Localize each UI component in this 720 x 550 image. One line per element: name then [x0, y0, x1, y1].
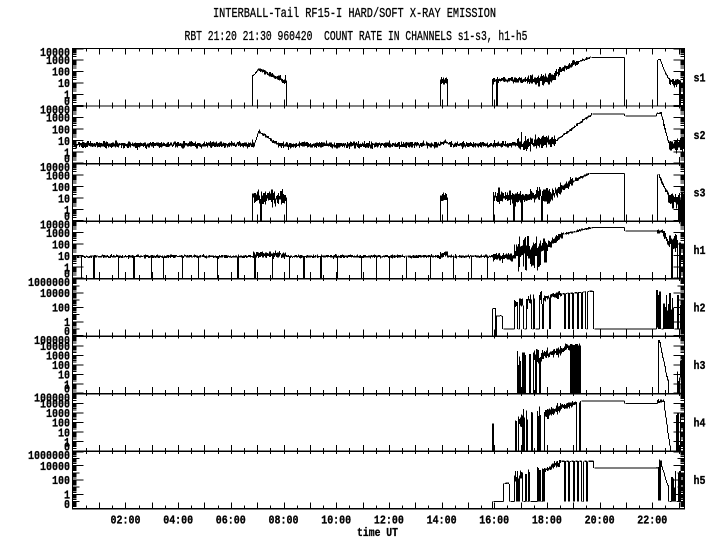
svg-text:0: 0 — [64, 95, 70, 109]
svg-text:10: 10 — [58, 135, 70, 149]
svg-text:100: 100 — [52, 474, 70, 488]
svg-text:10: 10 — [58, 77, 70, 91]
svg-text:1000000: 1000000 — [28, 449, 70, 463]
svg-text:100: 100 — [52, 417, 70, 431]
svg-text:1000: 1000 — [46, 54, 70, 68]
svg-text:10: 10 — [58, 192, 70, 206]
svg-text:100: 100 — [52, 123, 70, 137]
svg-text:0: 0 — [64, 498, 70, 512]
svg-text:100000: 100000 — [34, 391, 70, 405]
svg-text:1000000: 1000000 — [28, 276, 70, 290]
svg-text:h2: h2 — [694, 302, 706, 316]
svg-text:1000: 1000 — [46, 350, 70, 364]
svg-text:10000: 10000 — [40, 398, 70, 412]
svg-text:10000: 10000 — [40, 46, 70, 60]
svg-text:h5: h5 — [694, 474, 706, 488]
svg-text:s3: s3 — [694, 187, 706, 201]
svg-text:RBT 21:20 21:30 960420 COUNT: RBT 21:20 21:30 960420 COUNT RATE IN CHA… — [185, 29, 528, 45]
svg-text:h4: h4 — [694, 417, 706, 431]
svg-text:1000: 1000 — [46, 227, 70, 241]
svg-text:s1: s1 — [694, 72, 706, 86]
svg-text:20:00: 20:00 — [585, 514, 615, 528]
svg-text:1000: 1000 — [46, 169, 70, 183]
svg-text:10000: 10000 — [40, 161, 70, 175]
svg-text:10:00: 10:00 — [321, 514, 351, 528]
svg-text:s2: s2 — [694, 129, 706, 143]
svg-text:1000: 1000 — [46, 112, 70, 126]
svg-text:100: 100 — [52, 359, 70, 373]
svg-text:1: 1 — [64, 378, 70, 392]
svg-text:h3: h3 — [694, 359, 706, 373]
svg-text:h1: h1 — [694, 244, 706, 258]
svg-text:10: 10 — [58, 426, 70, 440]
svg-text:02:00: 02:00 — [111, 514, 141, 528]
svg-text:0: 0 — [64, 440, 70, 454]
svg-text:16:00: 16:00 — [479, 514, 509, 528]
svg-text:100: 100 — [52, 302, 70, 316]
svg-text:0: 0 — [64, 268, 70, 282]
svg-text:10000: 10000 — [40, 460, 70, 474]
svg-text:1: 1 — [64, 146, 70, 160]
svg-text:10000: 10000 — [40, 340, 70, 354]
svg-text:100: 100 — [52, 181, 70, 195]
svg-text:0: 0 — [64, 210, 70, 224]
svg-text:100: 100 — [52, 238, 70, 252]
svg-text:INTERBALL-Tail RF15-I HARD/SOF: INTERBALL-Tail RF15-I HARD/SOFT X-RAY EM… — [213, 6, 496, 22]
svg-text:1: 1 — [64, 316, 70, 330]
svg-text:14:00: 14:00 — [427, 514, 457, 528]
svg-text:100000: 100000 — [34, 334, 70, 348]
svg-text:0: 0 — [64, 325, 70, 339]
svg-text:1: 1 — [64, 261, 70, 275]
svg-text:0: 0 — [64, 383, 70, 397]
svg-text:22:00: 22:00 — [637, 514, 667, 528]
svg-text:10: 10 — [58, 250, 70, 264]
svg-text:100: 100 — [52, 66, 70, 80]
svg-text:10000: 10000 — [40, 104, 70, 118]
svg-text:18:00: 18:00 — [532, 514, 562, 528]
svg-text:time UT: time UT — [357, 526, 398, 540]
svg-text:1: 1 — [64, 436, 70, 450]
svg-text:10: 10 — [58, 369, 70, 383]
svg-text:1: 1 — [64, 89, 70, 103]
svg-text:08:00: 08:00 — [269, 514, 299, 528]
svg-text:10000: 10000 — [40, 287, 70, 301]
svg-text:06:00: 06:00 — [216, 514, 246, 528]
svg-text:12:00: 12:00 — [374, 514, 404, 528]
svg-text:1000: 1000 — [46, 407, 70, 421]
svg-text:04:00: 04:00 — [163, 514, 193, 528]
svg-text:0: 0 — [64, 153, 70, 167]
svg-text:1: 1 — [64, 204, 70, 218]
svg-text:1: 1 — [64, 489, 70, 503]
svg-text:10000: 10000 — [40, 219, 70, 233]
